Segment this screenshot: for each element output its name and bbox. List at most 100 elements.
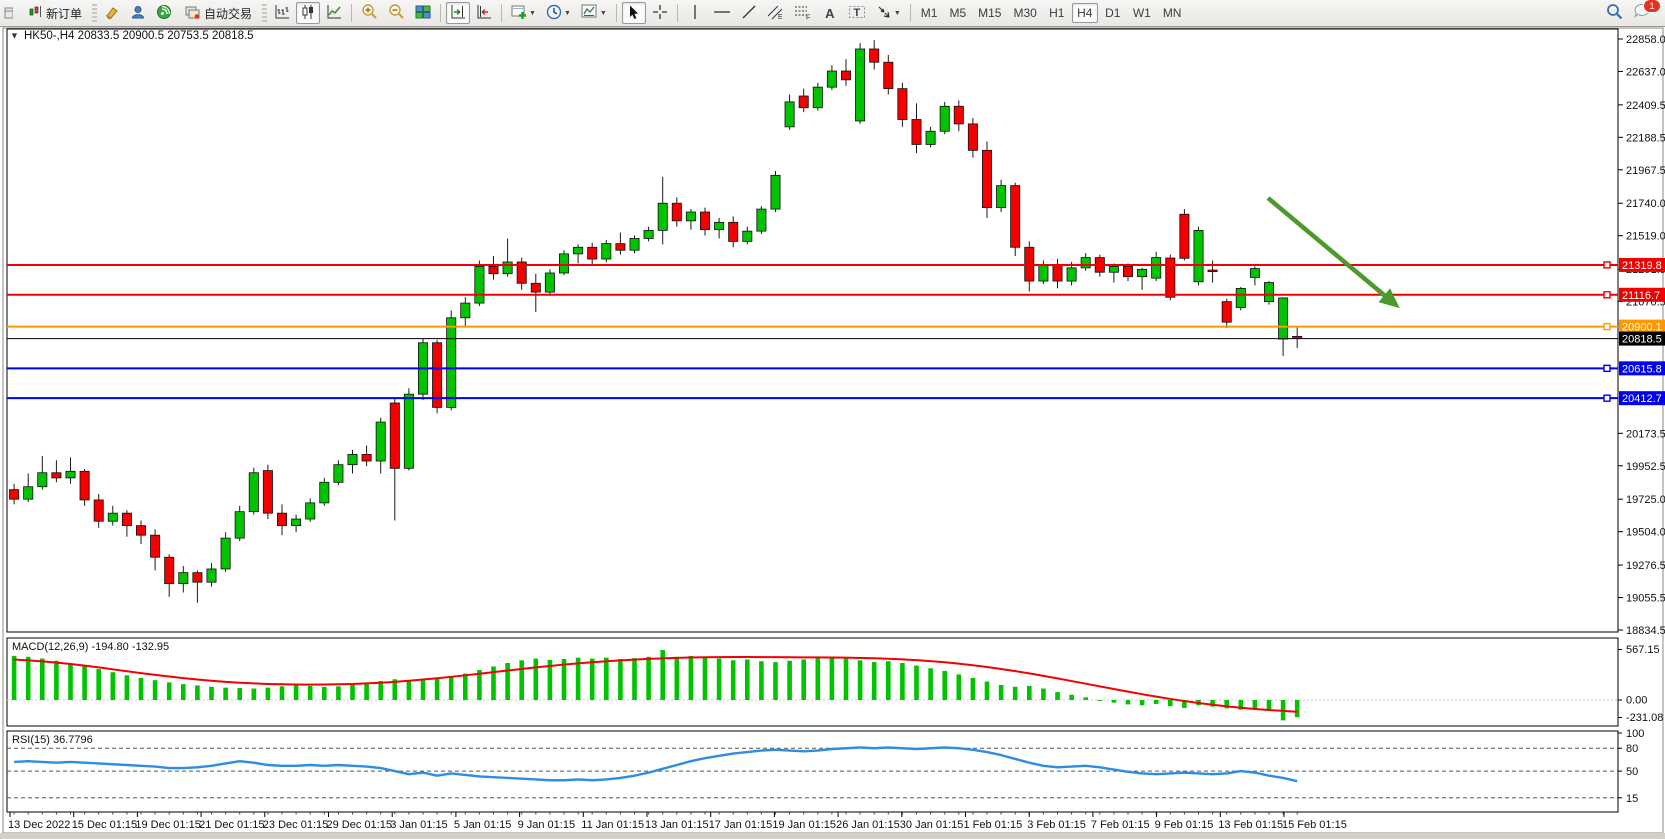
toolbar-separator <box>676 4 678 22</box>
arrow-annotation-layer <box>1266 196 1400 309</box>
timeframe-button-M30[interactable]: M30 <box>1013 6 1037 20</box>
trendline-icon <box>741 4 757 23</box>
macd-histogram-bar <box>11 655 17 700</box>
macd-histogram-bar <box>773 662 778 700</box>
crosshair-button[interactable] <box>648 2 672 24</box>
line-handle[interactable] <box>1603 394 1611 402</box>
bear-candle <box>798 95 809 109</box>
price-level-badge <box>1619 257 1665 272</box>
bear-candle <box>911 119 922 145</box>
bull-candle <box>206 568 217 583</box>
horizontal-line-tool-button[interactable] <box>709 2 735 24</box>
period-button[interactable]: ▼ <box>542 2 575 24</box>
macd-histogram-bar <box>970 677 976 700</box>
bear-candle <box>1165 257 1176 298</box>
line-chart-icon <box>326 4 342 23</box>
time-axis-label: 3 Feb 01:15 <box>1027 819 1086 831</box>
timeframe-button-H4[interactable]: H4 <box>1071 3 1098 23</box>
candlestick-chart-button[interactable] <box>296 2 321 24</box>
macd-histogram-bar <box>251 688 257 700</box>
trendline-tool-button[interactable] <box>737 2 761 24</box>
bar-chart-button[interactable] <box>270 2 294 24</box>
bull-candle <box>770 174 781 210</box>
time-axis-label: 1 Feb 01:15 <box>964 819 1023 831</box>
community-button[interactable] <box>126 2 150 24</box>
vertical-line-tool-button[interactable] <box>683 2 707 24</box>
price-tick-label: 19276.5 <box>1626 560 1665 572</box>
macd-histogram-bar <box>1125 700 1131 705</box>
text-label-tool-button[interactable]: T <box>844 2 870 24</box>
line-handle[interactable] <box>1603 364 1611 373</box>
bull-candle <box>234 511 245 539</box>
line-handle[interactable] <box>1603 322 1611 331</box>
price-level-badge-text: 21319.8 <box>1622 260 1662 272</box>
macd-layer: 567.15 0.00 -231.08 <box>7 644 1663 724</box>
zoom-out-button[interactable] <box>384 2 409 24</box>
search-button[interactable] <box>1602 2 1627 24</box>
toolbar-separator <box>351 4 353 22</box>
line-chart-button[interactable] <box>322 2 346 24</box>
legend-collapse-icon[interactable]: ▼ <box>10 31 19 41</box>
arrow-objects-button[interactable]: ▼ <box>872 2 905 24</box>
signal-button[interactable] <box>152 2 176 24</box>
fibonacci-tool-button[interactable]: F <box>790 2 816 24</box>
macd-histogram-bar <box>54 660 59 700</box>
macd-histogram-bar <box>124 675 130 700</box>
time-axis-label: 30 Jan 01:15 <box>900 819 964 831</box>
text-tool-button[interactable]: A <box>818 2 842 24</box>
bull-candle <box>784 101 795 128</box>
bear-candle <box>93 499 104 522</box>
trend-arrow-annotation[interactable] <box>1266 196 1400 309</box>
bull-candle <box>939 105 950 132</box>
zoom-in-button[interactable] <box>357 2 382 24</box>
chart-shift-button[interactable] <box>472 2 496 24</box>
new-order-button[interactable]: 新订单 <box>22 2 89 24</box>
bear-candle <box>967 123 978 151</box>
timeframe-button-D1[interactable]: D1 <box>1105 6 1121 20</box>
line-handle[interactable] <box>1603 261 1611 269</box>
tile-windows-button[interactable] <box>411 2 435 24</box>
crosshair-icon <box>652 4 668 23</box>
price-tick-label: 19725.0 <box>1626 494 1665 506</box>
macd-label: MACD(12,26,9) -194.80 -132.95 <box>12 641 169 653</box>
bull-candle <box>319 481 330 504</box>
macd-histogram-bar <box>1097 700 1103 701</box>
timeframe-button-M5[interactable]: M5 <box>949 6 967 20</box>
macd-histogram-bar <box>1153 700 1159 704</box>
macd-histogram-bar <box>505 662 510 700</box>
timeframe-button-H1[interactable]: H1 <box>1049 6 1065 20</box>
macd-histogram-bar <box>378 681 383 700</box>
macd-histogram-bar <box>434 678 440 700</box>
auto-scroll-button[interactable] <box>446 2 471 24</box>
time-axis-label: 7 Feb 01:15 <box>1091 819 1150 831</box>
notifications-button[interactable]: 1 <box>1629 0 1661 24</box>
cursor-button[interactable] <box>621 2 646 24</box>
macd-histogram-bar <box>1168 700 1173 707</box>
chart-canvas[interactable]: 22858.0 22637.0 22409.5 22188.5 21967.5 21740… <box>0 27 1665 834</box>
line-handle[interactable] <box>1603 291 1611 299</box>
price-panel[interactable] <box>6 28 1619 633</box>
timeframe-button-MN[interactable]: MN <box>1162 6 1182 20</box>
macd-histogram-bar <box>900 662 905 700</box>
timeframe-button-M15[interactable]: M15 <box>978 6 1002 20</box>
auto-trading-button[interactable]: 自动交易 <box>178 2 259 24</box>
new-chart-button[interactable]: ▼ <box>507 2 540 24</box>
macd-histogram-bar <box>871 662 877 700</box>
bull-candle <box>502 261 513 275</box>
macd-histogram-bar <box>998 685 1004 700</box>
timeframe-button-W1[interactable]: W1 <box>1132 6 1151 20</box>
timeframe-button-M1[interactable]: M1 <box>920 6 938 20</box>
time-axis-label: 29 Dec 01:15 <box>327 819 392 831</box>
macd-histogram-bar <box>646 656 651 700</box>
macd-panel[interactable] <box>6 637 1619 727</box>
template-button[interactable]: ▼ <box>577 2 611 24</box>
macd-histogram-bar <box>1139 700 1145 706</box>
time-axis-label: 26 Jan 01:15 <box>836 819 900 831</box>
macd-histogram-bar <box>589 658 595 700</box>
candles-layer <box>9 40 1303 603</box>
zoom-in-icon <box>361 3 378 23</box>
equidistant-channel-button[interactable]: E <box>763 2 788 24</box>
highlighter-button[interactable] <box>100 2 124 24</box>
